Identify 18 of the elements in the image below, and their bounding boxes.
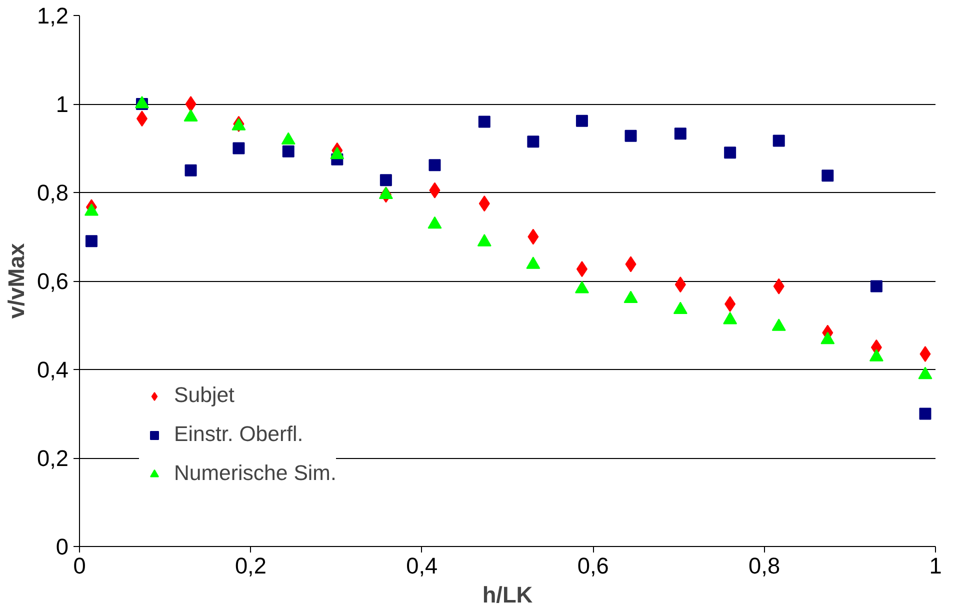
y-tick-label: 0,4 — [37, 356, 69, 382]
x-tick-label: 0 — [73, 552, 86, 578]
y-tick-label: 1 — [56, 91, 69, 117]
y-tick-label: 0,8 — [37, 180, 69, 206]
legend-label: Einstr. Oberfl. — [174, 422, 304, 447]
x-tick-label: 0,6 — [577, 552, 609, 578]
legend-label: Subjet — [174, 383, 234, 408]
legend-label: Numerische Sim. — [174, 461, 336, 486]
x-tick-label: 0,8 — [748, 552, 780, 578]
y-axis-title: v/vMax — [3, 242, 30, 319]
y-tick-label: 0,2 — [37, 445, 69, 471]
y-tick-label: 1,2 — [37, 2, 69, 28]
x-axis-title: h/LK — [482, 582, 534, 608]
y-tick-label: 0,6 — [37, 268, 69, 294]
x-tick-label: 1 — [929, 552, 942, 578]
y-tick-label: 0 — [56, 534, 69, 560]
x-tick-label: 0,2 — [234, 552, 266, 578]
x-tick-label: 0,4 — [406, 552, 438, 578]
